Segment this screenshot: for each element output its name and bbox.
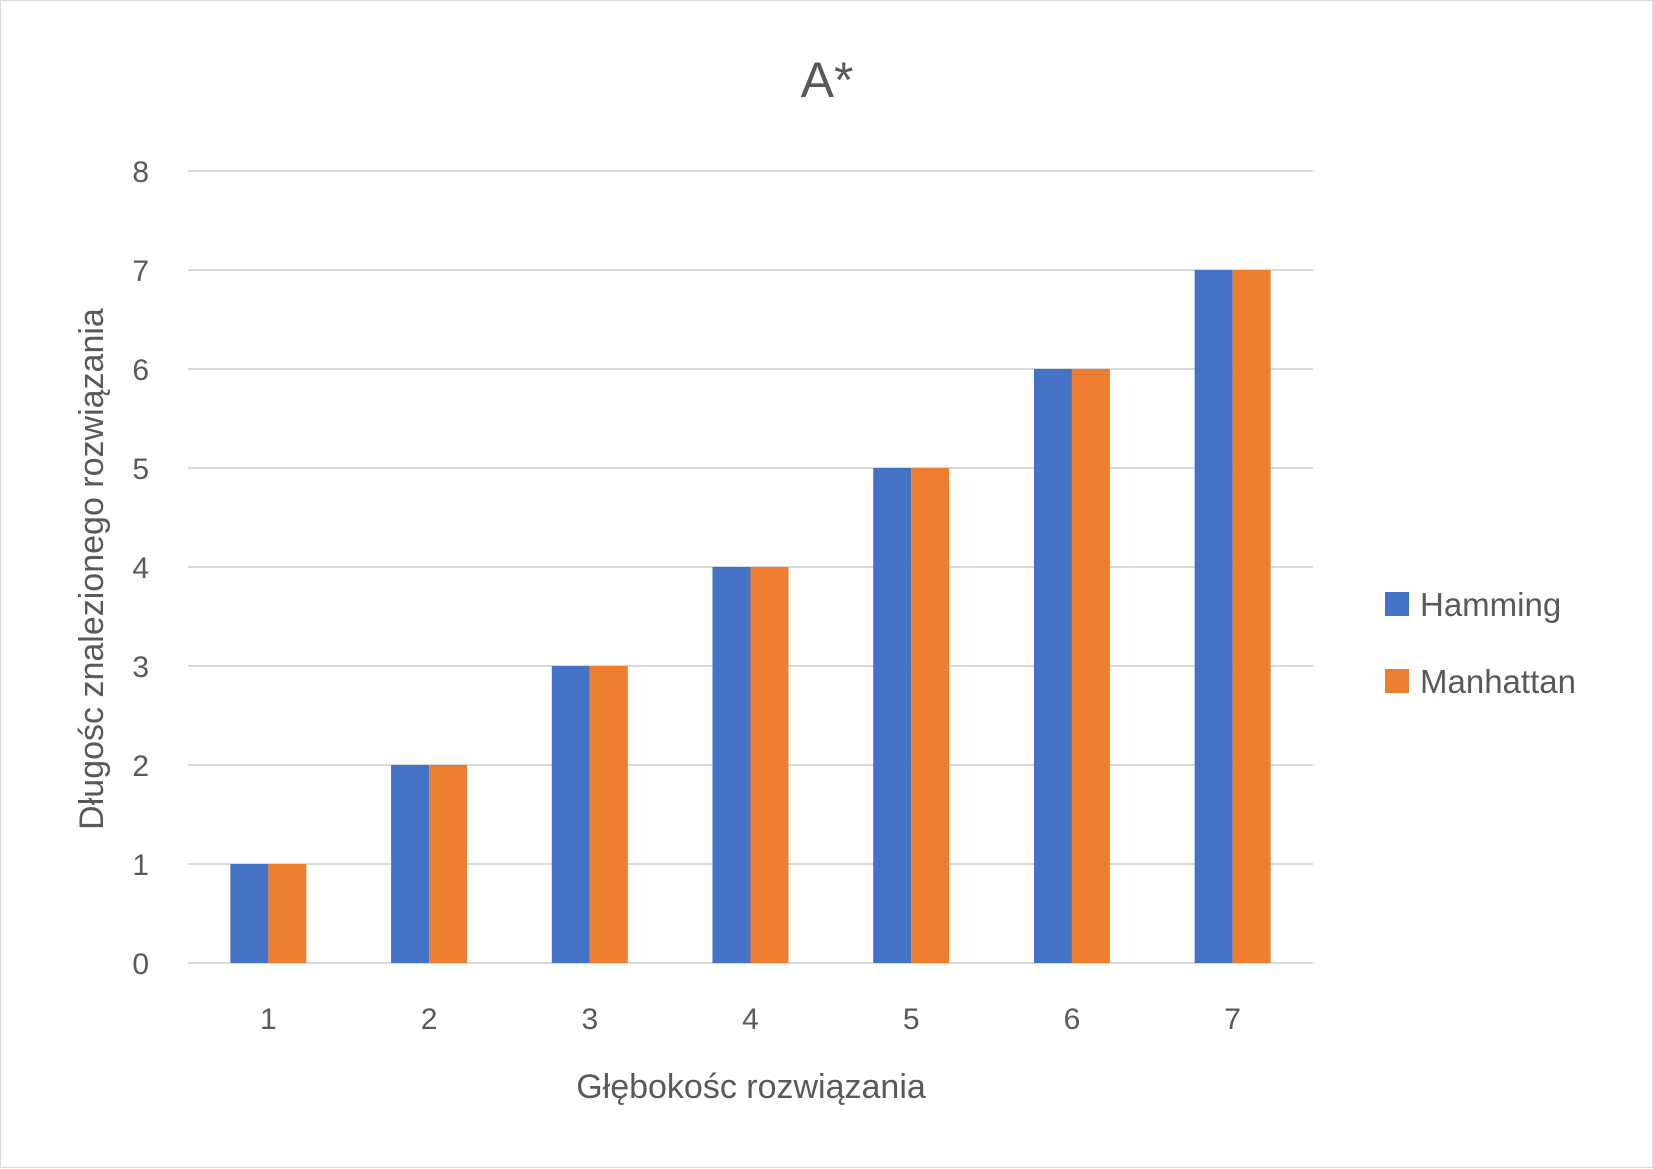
- legend-label-manhattan: Manhattan: [1420, 663, 1576, 700]
- x-tick-label: 7: [1224, 1003, 1241, 1036]
- y-tick-label: 6: [132, 354, 149, 387]
- x-tick-label: 5: [903, 1003, 920, 1036]
- y-tick-label: 4: [132, 552, 149, 585]
- bar-hamming-4: [712, 567, 751, 963]
- legend-swatch-manhattan: [1385, 669, 1409, 693]
- bar-manhattan-7: [1232, 270, 1271, 963]
- bars: [230, 270, 1271, 963]
- x-tick-label: 6: [1064, 1003, 1081, 1036]
- x-axis-ticks: 1 2 3 4 5 6 7: [260, 1003, 1241, 1036]
- y-tick-label: 0: [132, 948, 149, 981]
- bar-hamming-5: [873, 468, 912, 963]
- chart-title: A*: [801, 52, 854, 108]
- bar-manhattan-6: [1071, 369, 1110, 963]
- bar-manhattan-3: [589, 666, 628, 963]
- y-tick-label: 2: [132, 750, 149, 783]
- legend-swatch-hamming: [1385, 592, 1409, 616]
- y-tick-label: 8: [132, 156, 149, 189]
- y-tick-label: 1: [132, 849, 149, 882]
- bar-hamming-7: [1194, 270, 1233, 963]
- y-tick-label: 5: [132, 453, 149, 486]
- y-axis-title: Długośc znalezionego rozwiązania: [73, 308, 111, 830]
- x-tick-label: 3: [581, 1003, 598, 1036]
- y-tick-label: 7: [132, 255, 149, 288]
- bar-manhattan-2: [429, 765, 468, 963]
- x-tick-label: 2: [421, 1003, 438, 1036]
- bar-hamming-3: [551, 666, 590, 963]
- legend: Hamming Manhattan: [1385, 586, 1576, 700]
- y-axis-ticks: 0 1 2 3 4 5 6 7 8: [132, 156, 149, 981]
- bar-manhattan-1: [268, 864, 307, 963]
- bar-hamming-6: [1033, 369, 1072, 963]
- legend-label-hamming: Hamming: [1420, 586, 1561, 623]
- bar-manhattan-5: [911, 468, 950, 963]
- bar-hamming-2: [391, 765, 430, 963]
- bar-hamming-1: [230, 864, 269, 963]
- bar-manhattan-4: [750, 567, 789, 963]
- y-tick-label: 3: [132, 651, 149, 684]
- x-tick-label: 1: [260, 1003, 277, 1036]
- x-tick-label: 4: [742, 1003, 759, 1036]
- x-axis-title: Głębokośc rozwiązania: [576, 1068, 926, 1106]
